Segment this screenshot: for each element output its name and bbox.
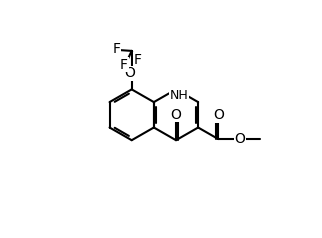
Text: O: O [234, 132, 245, 146]
Text: F: F [120, 58, 128, 72]
Text: F: F [112, 42, 120, 56]
Text: O: O [213, 108, 224, 122]
Text: O: O [124, 66, 135, 80]
Text: NH: NH [170, 89, 188, 102]
Text: F: F [134, 53, 142, 67]
Text: O: O [171, 108, 181, 122]
